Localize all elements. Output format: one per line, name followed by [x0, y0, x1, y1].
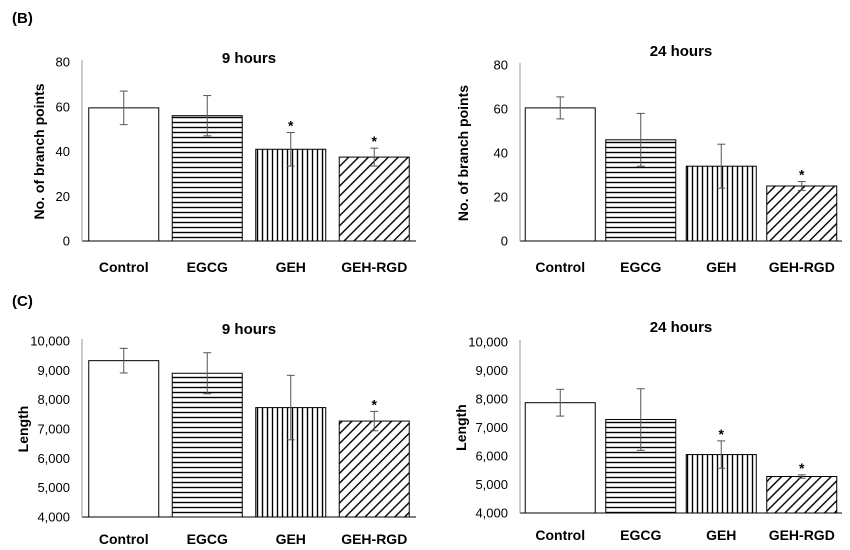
chart3-y-tick-label: 6,000 — [37, 451, 70, 466]
chart3-category-label: EGCG — [187, 531, 228, 547]
panel-label-b: (B) — [12, 10, 33, 27]
chart1-y-tick-label: 40 — [56, 144, 70, 159]
chart1-significance-marker: * — [288, 117, 294, 133]
chart1-y-axis-label: No. of branch points — [31, 83, 47, 219]
chart3-y-tick-label: 4,000 — [37, 510, 70, 525]
chart3-y-axis-label: Length — [15, 406, 31, 453]
chart4-y-tick-label: 6,000 — [475, 449, 508, 464]
chart4-significance-marker: * — [799, 460, 805, 476]
chart3-category-label: GEH — [276, 531, 306, 547]
chart4-category-label: Control — [535, 527, 585, 543]
chart3-y-tick-label: 5,000 — [37, 480, 70, 495]
chart3-category-label: GEH-RGD — [341, 531, 407, 547]
chart4-category-label: EGCG — [620, 527, 661, 543]
chart4-y-axis-label: Length — [453, 404, 469, 451]
chart2-category-label: GEH-RGD — [769, 259, 835, 275]
panel-label-c: (C) — [12, 293, 33, 310]
chart3-bar-control — [88, 360, 160, 518]
chart2-category-label: Control — [535, 259, 585, 275]
chart4-category-label: GEH-RGD — [769, 527, 835, 543]
chart4-y-tick-label: 4,000 — [475, 506, 508, 521]
chart2-category-label: GEH — [706, 259, 736, 275]
chart4-category-label: GEH — [706, 527, 736, 543]
chart1-category-label: GEH — [276, 259, 306, 275]
chart1-category-label: GEH-RGD — [341, 259, 407, 275]
chart3-y-tick-label: 8,000 — [37, 392, 70, 407]
chart2-y-tick-label: 80 — [494, 58, 508, 73]
chart3-bar-egcg — [171, 372, 243, 518]
chart3-category-label: Control — [99, 531, 149, 547]
chart3-title: 9 hours — [222, 321, 276, 338]
chart2-y-tick-label: 20 — [494, 190, 508, 205]
chart2-significance-marker: * — [799, 167, 805, 183]
chart1-y-tick-label: 0 — [63, 234, 70, 249]
chart4-y-tick-label: 9,000 — [475, 363, 508, 378]
chart4-y-tick-label: 7,000 — [475, 420, 508, 435]
chart2-bar-control — [524, 107, 596, 242]
chart3-y-tick-label: 9,000 — [37, 363, 70, 378]
chart3-y-tick-label: 10,000 — [30, 334, 70, 349]
chart1-significance-marker: * — [372, 133, 378, 149]
chart4-significance-marker: * — [719, 426, 725, 442]
chart4-bar-control — [524, 402, 596, 514]
chart2-y-tick-label: 40 — [494, 146, 508, 161]
chart1-y-tick-label: 60 — [56, 99, 70, 114]
chart1-y-tick-label: 20 — [56, 189, 70, 204]
chart1-category-label: EGCG — [187, 259, 228, 275]
chart1-bar-geh-rgd — [338, 156, 410, 242]
chart4-y-tick-label: 5,000 — [475, 477, 508, 492]
chart1-bar-control — [88, 107, 160, 242]
chart2-y-tick-label: 0 — [501, 234, 508, 249]
chart4-bar-geh-rgd — [766, 476, 838, 514]
chart4-y-tick-label: 8,000 — [475, 392, 508, 407]
chart1-title: 9 hours — [222, 50, 276, 67]
chart1-category-label: Control — [99, 259, 149, 275]
chart3-significance-marker: * — [372, 396, 378, 412]
chart2-y-tick-label: 60 — [494, 102, 508, 117]
chart4-y-tick-label: 10,000 — [468, 335, 508, 350]
chart2-category-label: EGCG — [620, 259, 661, 275]
chart2-bar-geh-rgd — [766, 185, 838, 242]
chart2-y-axis-label: No. of branch points — [455, 85, 471, 221]
chart2-title: 24 hours — [650, 43, 713, 60]
chart4-title: 24 hours — [650, 319, 713, 336]
chart3-y-tick-label: 7,000 — [37, 422, 70, 437]
chart3-bar-geh-rgd — [338, 420, 410, 518]
chart1-y-tick-label: 80 — [56, 55, 70, 70]
